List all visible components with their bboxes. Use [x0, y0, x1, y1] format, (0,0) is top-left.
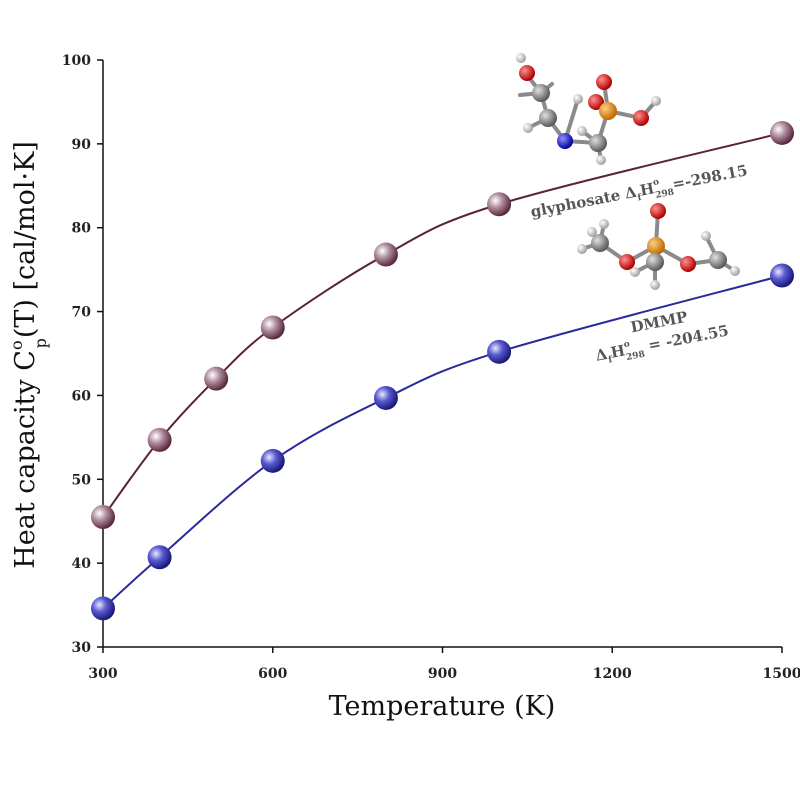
- dmmp-annotation-f: f: [608, 355, 615, 366]
- glyphosate-data-point: [147, 427, 172, 452]
- x-tick-label: 600: [258, 666, 287, 682]
- glyphosate-annotation-value: =-298.15: [671, 161, 749, 193]
- axes: [102, 60, 782, 648]
- x-ticks: 300 600 900 1200 1500: [88, 647, 800, 682]
- x-tick-label: 1500: [763, 666, 800, 682]
- dmmp-annotation-sub: 298: [625, 350, 645, 363]
- glyphosate-data-point: [260, 315, 285, 340]
- glyphosate-data-point: [91, 505, 115, 530]
- glyphosate-data-point: [487, 192, 512, 217]
- glyphosate-molecule-illustration: [516, 53, 661, 165]
- dmmp-molecule-illustration: [577, 203, 740, 290]
- x-axis-title: Temperature (K): [329, 691, 556, 722]
- series-layer: [91, 120, 794, 621]
- y-axis-title: Heat capacity Co p(T) [cal/mol·K]: [7, 141, 50, 569]
- y-tick-label: 70: [72, 305, 92, 321]
- glyphosate-annotation-delta: Δ: [623, 183, 638, 203]
- dmmp-annotation-delta: Δ: [594, 345, 609, 365]
- y-tick-label: 90: [72, 137, 92, 153]
- y-tick-label: 40: [72, 556, 92, 572]
- y-ticks: 30 40 50 60 70 80 90 100: [62, 53, 103, 656]
- glyphosate-annotation: glyphosateΔfHo298=-298.15: [529, 160, 750, 225]
- dmmp-data-point: [770, 263, 794, 288]
- x-tick-label: 300: [88, 666, 117, 682]
- y-tick-label: 60: [72, 388, 92, 404]
- y-axis-title-main: Heat capacity C: [10, 350, 41, 569]
- y-tick-label: 80: [72, 221, 92, 237]
- y-tick-label: 50: [72, 472, 92, 488]
- dmmp-annotation-h: H: [609, 341, 626, 361]
- dmmp-data-point: [91, 596, 115, 621]
- dmmp-data-point: [373, 385, 398, 410]
- y-axis-title-sup: o: [7, 340, 26, 350]
- y-axis-title-sub: p: [31, 338, 50, 348]
- dmmp-data-point: [260, 448, 285, 473]
- x-tick-label: 1200: [593, 666, 632, 682]
- glyphosate-annotation-f: f: [637, 193, 644, 204]
- glyphosate-data-point: [204, 366, 229, 391]
- y-axis-title-rest: (T) [cal/mol·K]: [10, 141, 41, 338]
- dmmp-annotation-sup: o: [623, 339, 631, 350]
- glyphosate-data-point: [373, 242, 398, 267]
- dmmp-data-point: [147, 545, 172, 570]
- glyphosate-annotation-h: H: [638, 179, 655, 199]
- dmmp-data-point: [487, 339, 512, 364]
- x-tick-label: 900: [428, 666, 457, 682]
- glyphosate-annotation-sub: 298: [655, 188, 675, 201]
- y-tick-label: 100: [62, 53, 91, 69]
- glyphosate-data-point: [770, 120, 794, 145]
- glyphosate-annotation-sup: o: [652, 177, 660, 188]
- y-tick-label: 30: [72, 640, 92, 656]
